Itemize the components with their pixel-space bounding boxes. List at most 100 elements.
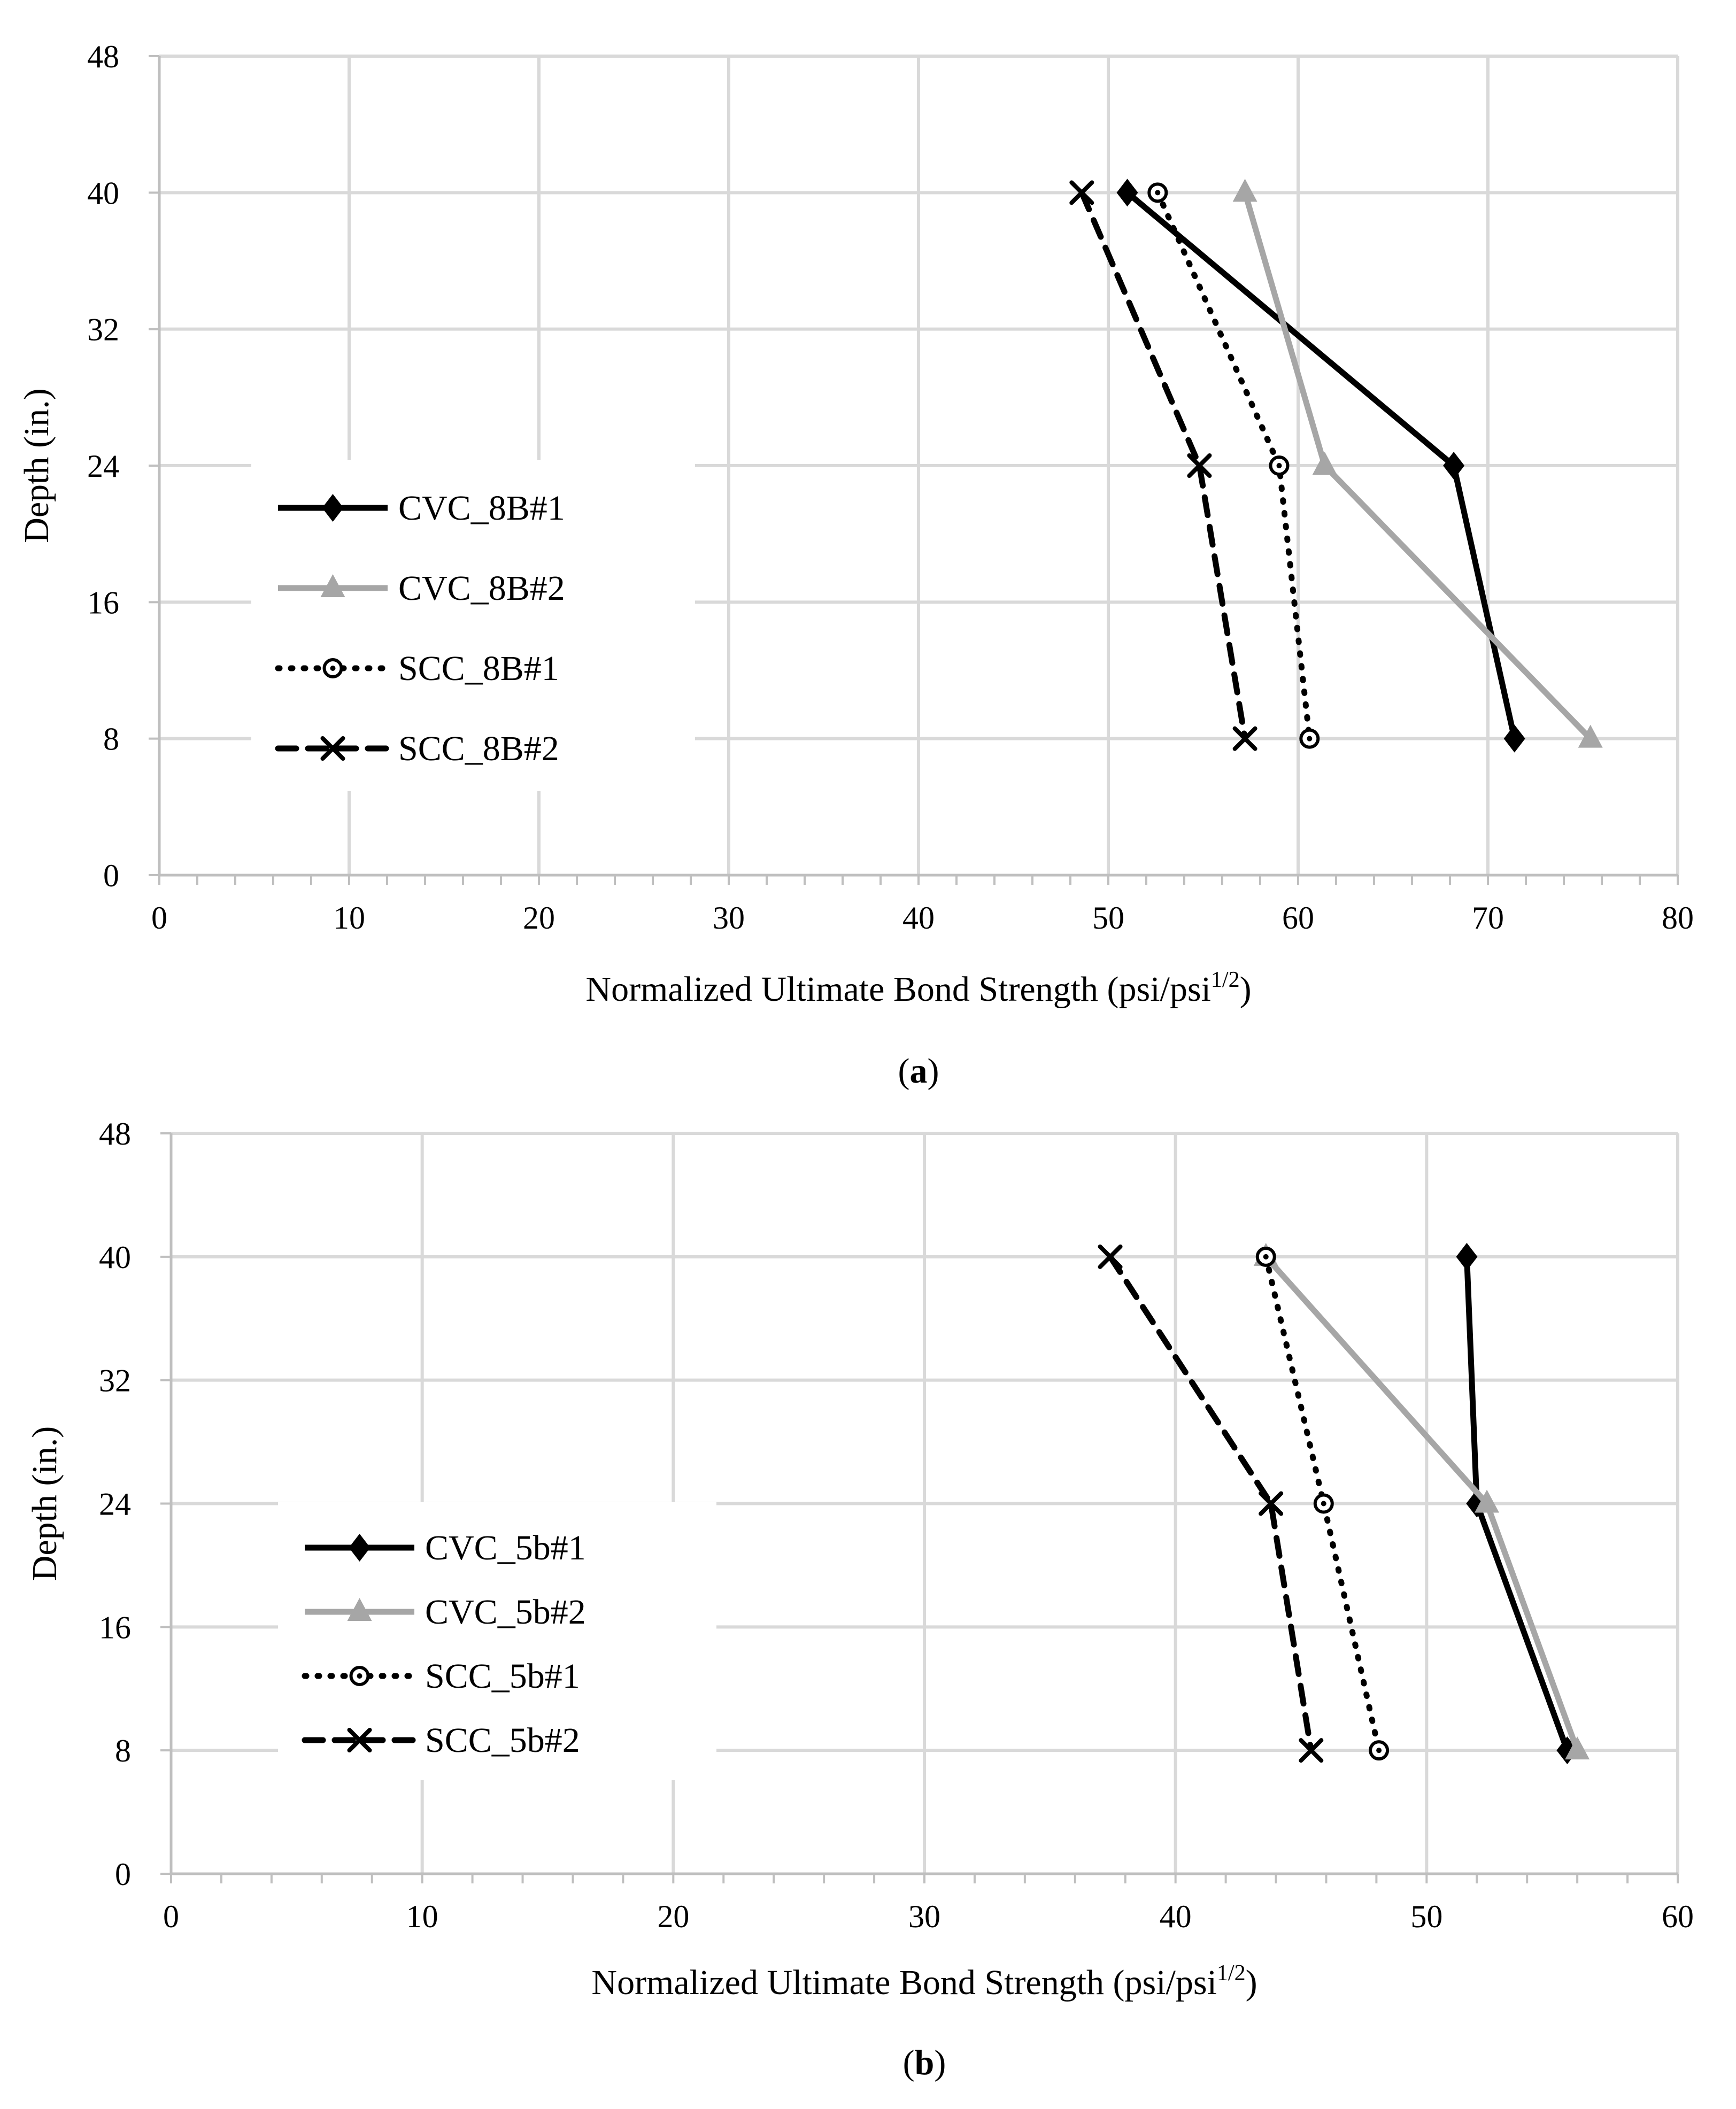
data-point-triangle [1312,452,1337,475]
x-axis-title: Normalized Ultimate Bond Strength (psi/p… [585,968,1251,1009]
legend-marker [322,658,343,678]
legend-entry: SCC_5b#2 [302,1721,580,1760]
chart-b: 0 10 20 30 40 50 60 0 8 16 24 32 40 48 Normalized Ulti… [25,1116,1694,2082]
legend-marker [322,494,344,522]
legend-marker [349,1534,371,1562]
x-tick-label: 40 [902,900,935,936]
x-tick-label: 30 [713,900,745,936]
legend-marker [349,1666,370,1686]
legend: CVC_5b#1 CVC_5b#2 SCC_5b#1 SCC_5b#2 [278,1502,716,1780]
x-axis-title: Normalized Ultimate Bond Strength (psi/p… [591,1961,1257,2002]
x-tick-label: 30 [908,1899,940,1934]
legend-label: SCC_8B#2 [398,729,559,768]
data-point-triangle [1578,724,1603,748]
series-line [1107,1254,1314,1753]
legend-entry: SCC_8B#1 [275,649,559,688]
legend-entry: CVC_5b#1 [305,1528,586,1567]
y-tick-label: 40 [99,1240,131,1275]
series-SCC_5b#2 [1098,1244,1324,1763]
data-point-x [1069,180,1094,205]
x-axis-title-sup: 1/2 [1211,968,1240,992]
legend-marker [347,1728,372,1752]
y-tick-label: 48 [87,39,119,74]
data-point-x [1259,1491,1284,1516]
y-tick-label: 24 [87,449,119,484]
y-tick-label: 0 [103,858,119,893]
x-axis-title-sup: 1/2 [1217,1961,1246,1986]
legend-entry: SCC_8B#2 [275,729,559,768]
data-point-circle [1369,1740,1390,1761]
legend-label: SCC_8B#1 [398,649,559,688]
y-axis-title: Depth (in.) [25,1426,64,1581]
data-point-circle [1147,182,1168,203]
y-tick-label: 24 [99,1487,131,1522]
data-point-triangle [1232,179,1257,202]
legend-background [251,460,695,791]
x-axis-title-main: Normalized Ultimate Bond Strength (psi/p… [585,970,1211,1009]
caption-letter: b [915,2043,935,2082]
chart-a: 0 10 20 30 40 50 60 70 80 0 8 16 24 32 40 48 Normalized … [17,39,1694,1091]
data-point-x [1098,1244,1123,1269]
x-tick-label: 10 [333,900,365,936]
caption-open: ( [898,1052,910,1091]
x-tick-label: 60 [1662,1899,1694,1934]
x-tick-label: 80 [1662,900,1694,936]
y-tick-label: 16 [87,585,119,620]
legend-label: CVC_5b#2 [425,1593,586,1632]
data-point-circle [1299,728,1320,749]
caption-open: ( [903,2043,915,2082]
y-tick-label: 8 [115,1733,131,1768]
data-point-triangle [1565,1736,1590,1760]
data-point-circle [1255,1246,1276,1267]
x-tick-label: 40 [1160,1899,1192,1934]
x-tick-label: 50 [1092,900,1124,936]
legend-entry: CVC_8B#1 [278,489,565,528]
legend-label: CVC_5b#1 [425,1528,586,1567]
x-tick-label: 20 [523,900,555,936]
y-tick-label: 32 [87,312,119,347]
figure-caption: (a) [898,1052,939,1091]
legend-marker [320,574,345,597]
series-line [1263,1254,1382,1753]
x-tick-label: 0 [151,900,167,936]
y-tick-label: 0 [115,1857,131,1892]
y-tick-label: 8 [103,722,119,757]
data-point-triangle [1475,1489,1500,1513]
y-tick-label: 48 [99,1116,131,1152]
data-point-x [1187,453,1212,478]
legend: CVC_8B#1 CVC_8B#2 SCC_8B#1 SCC_8B#2 [251,460,695,791]
series-SCC_8B#1 [1147,182,1320,749]
data-point-x [1232,726,1257,751]
legend-label: CVC_8B#1 [398,489,565,528]
x-axis-title-close: ) [1246,1963,1257,2002]
legend-entry: CVC_8B#2 [278,569,565,608]
legend-entry: CVC_5b#2 [305,1593,586,1632]
legend-entry: SCC_5b#1 [302,1657,580,1696]
caption-close: ) [934,2043,946,2082]
data-point-x [1299,1738,1324,1763]
data-point-diamond [1456,1242,1478,1271]
x-tick-label: 60 [1282,900,1314,936]
data-point-circle [1269,455,1290,476]
caption-letter: a [910,1052,928,1091]
x-tick-label: 20 [657,1899,689,1934]
y-tick-label: 40 [87,175,119,211]
data-point-diamond [1116,179,1138,207]
y-tick-label: 16 [99,1610,131,1645]
x-axis-title-close: ) [1240,970,1252,1009]
legend-label: CVC_8B#2 [398,569,565,608]
series-SCC_8B#2 [1069,180,1257,751]
series-CVC_8B#1 [1116,179,1525,753]
data-point-diamond [1503,724,1525,753]
caption-close: ) [928,1052,939,1091]
x-tick-label: 50 [1410,1899,1442,1934]
data-point-circle [1313,1493,1334,1514]
y-tick-label: 32 [99,1363,131,1399]
legend-label: SCC_5b#1 [425,1657,580,1696]
x-tick-label: 10 [406,1899,438,1934]
series-CVC_8B#2 [1232,179,1603,748]
x-tick-label: 0 [163,1899,179,1934]
data-point-diamond [1443,452,1465,480]
legend-label: SCC_5b#2 [425,1721,580,1760]
